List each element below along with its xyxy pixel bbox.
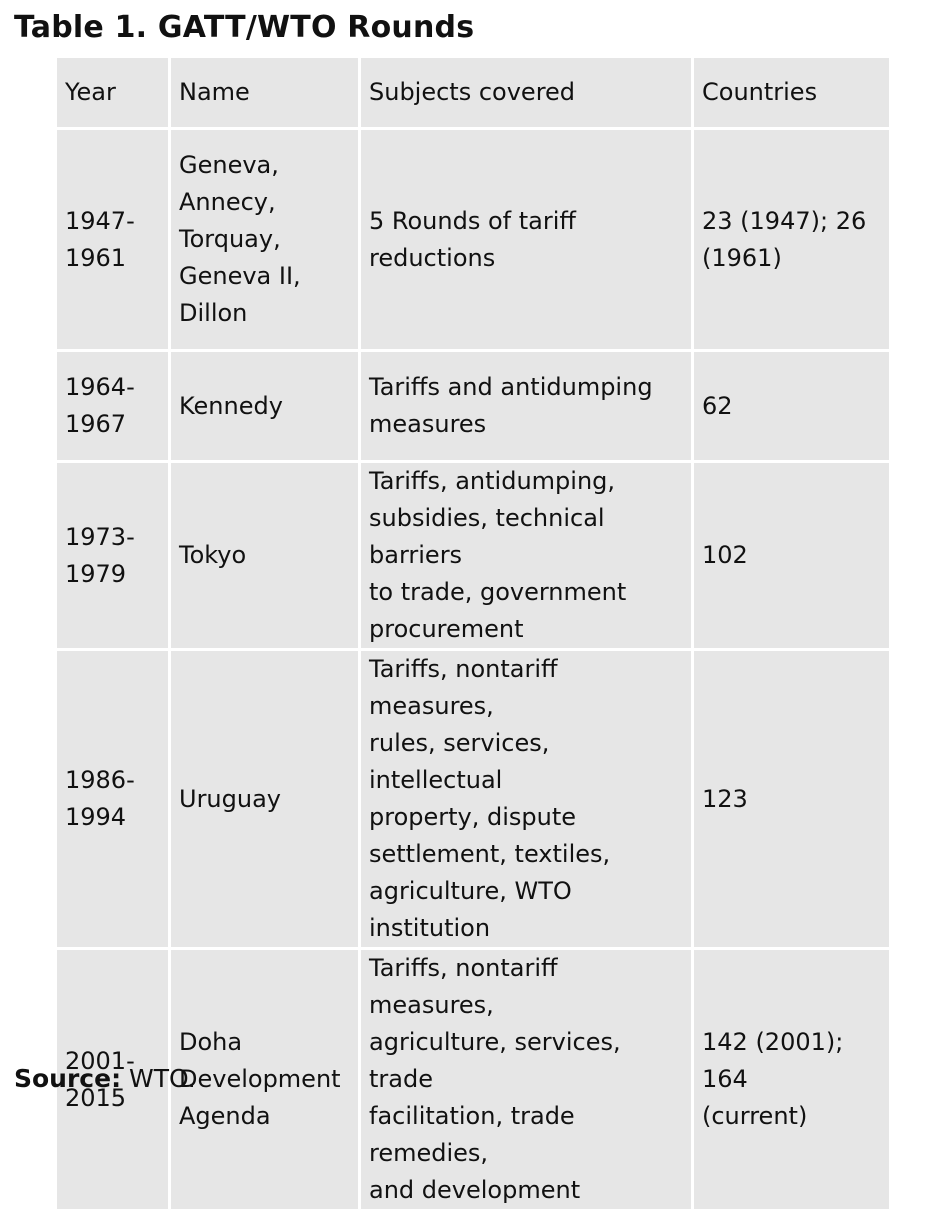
table-row: 1986- 1994 Uruguay Tariffs, nontariff mea…: [54, 648, 892, 950]
subjects-cell: 5 Rounds of tariff reductions: [358, 127, 694, 352]
table-row: 1973- 1979 Tokyo Tariffs, antidumping, sub…: [54, 460, 892, 651]
table-title: Table 1. GATT/WTO Rounds: [14, 10, 475, 45]
table-row: 1964- 1967 Kennedy Tariffs and antidumpin…: [54, 349, 892, 463]
name-cell: Uruguay: [168, 648, 361, 950]
countries-cell: 62: [691, 349, 892, 463]
source-label: Source:: [14, 1064, 122, 1093]
source-value: WTO.: [129, 1064, 196, 1093]
gatt-wto-rounds-table: Year Name Subjects covered Countries 194…: [54, 55, 892, 1212]
source-note: Source: WTO.: [14, 1064, 196, 1093]
subjects-cell: Tariffs, antidumping, subsidies, technica…: [358, 460, 694, 651]
countries-cell: 102: [691, 460, 892, 651]
name-cell: Tokyo: [168, 460, 361, 651]
table-row: 1947- 1961 Geneva, Annecy, Torquay, Geneva I…: [54, 127, 892, 352]
subjects-cell: Tariffs, nontariff measures, rules, servi…: [358, 648, 694, 950]
name-cell: Doha Development Agenda: [168, 947, 361, 1212]
countries-cell: 23 (1947); 26 (1961): [691, 127, 892, 352]
header-year: Year: [54, 55, 171, 130]
header-countries: Countries: [691, 55, 892, 130]
table-header-row: Year Name Subjects covered Countries: [54, 55, 892, 130]
name-cell: Kennedy: [168, 349, 361, 463]
subjects-cell: Tariffs, nontariff measures, agriculture,…: [358, 947, 694, 1212]
year-cell: 1986- 1994: [54, 648, 171, 950]
year-cell: 1964- 1967: [54, 349, 171, 463]
countries-cell: 142 (2001); 164 (current): [691, 947, 892, 1212]
year-cell: 1947- 1961: [54, 127, 171, 352]
header-subjects: Subjects covered: [358, 55, 694, 130]
header-name: Name: [168, 55, 361, 130]
year-cell: 1973- 1979: [54, 460, 171, 651]
subjects-cell: Tariffs and antidumping measures: [358, 349, 694, 463]
name-cell: Geneva, Annecy, Torquay, Geneva II, Dillon: [168, 127, 361, 352]
countries-cell: 123: [691, 648, 892, 950]
